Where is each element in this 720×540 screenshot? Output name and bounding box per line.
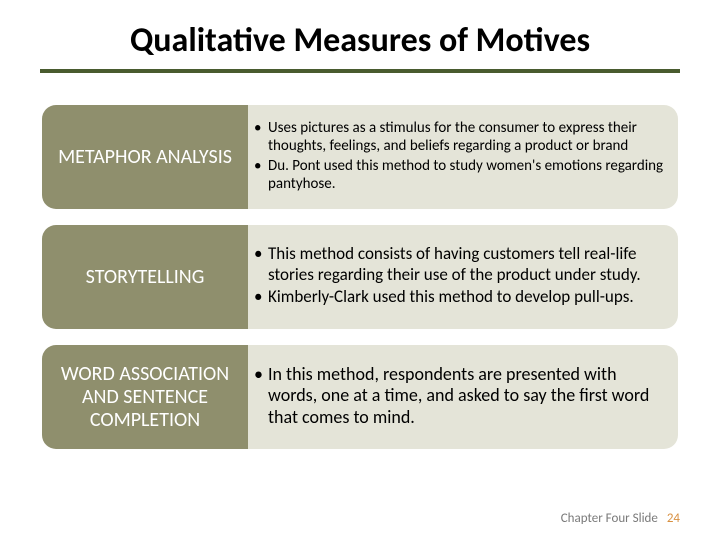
row-label-cell: STORYTELLING <box>40 223 248 331</box>
row-label: METAPHOR ANALYSIS <box>58 146 232 169</box>
row-content-cell: This method consists of having customers… <box>248 223 680 331</box>
content-rows: METAPHOR ANALYSIS Uses pictures as a sti… <box>40 103 680 451</box>
bullet-item: Uses pictures as a stimulus for the cons… <box>252 119 664 155</box>
row-label-cell: METAPHOR ANALYSIS <box>40 103 248 211</box>
row-label-cell: WORD ASSOCIATION AND SENTENCE COMPLETION <box>40 343 248 451</box>
bullet-item: Kimberly-Clark used this method to devel… <box>252 287 664 307</box>
bullet-item: Du. Pont used this method to study women… <box>252 157 664 193</box>
row-label: STORYTELLING <box>86 266 205 289</box>
bullet-list: This method consists of having customers… <box>252 244 664 309</box>
row-storytelling: STORYTELLING This method consists of hav… <box>40 223 680 331</box>
row-metaphor: METAPHOR ANALYSIS Uses pictures as a sti… <box>40 103 680 211</box>
slide-footer: Chapter Four Slide 24 <box>561 511 680 526</box>
bullet-list: In this method, respondents are presente… <box>252 364 664 431</box>
slide-number: 24 <box>667 511 680 526</box>
bullet-item: This method consists of having customers… <box>252 244 664 285</box>
bullet-list: Uses pictures as a stimulus for the cons… <box>252 119 664 195</box>
bullet-item: In this method, respondents are presente… <box>252 364 664 429</box>
footer-text: Chapter Four Slide <box>561 511 658 526</box>
row-label: WORD ASSOCIATION AND SENTENCE COMPLETION <box>52 363 238 432</box>
row-content-cell: Uses pictures as a stimulus for the cons… <box>248 103 680 211</box>
row-content-cell: In this method, respondents are presente… <box>248 343 680 451</box>
title-divider <box>40 69 680 73</box>
slide-title: Qualitative Measures of Motives <box>40 20 680 61</box>
row-word-association: WORD ASSOCIATION AND SENTENCE COMPLETION… <box>40 343 680 451</box>
